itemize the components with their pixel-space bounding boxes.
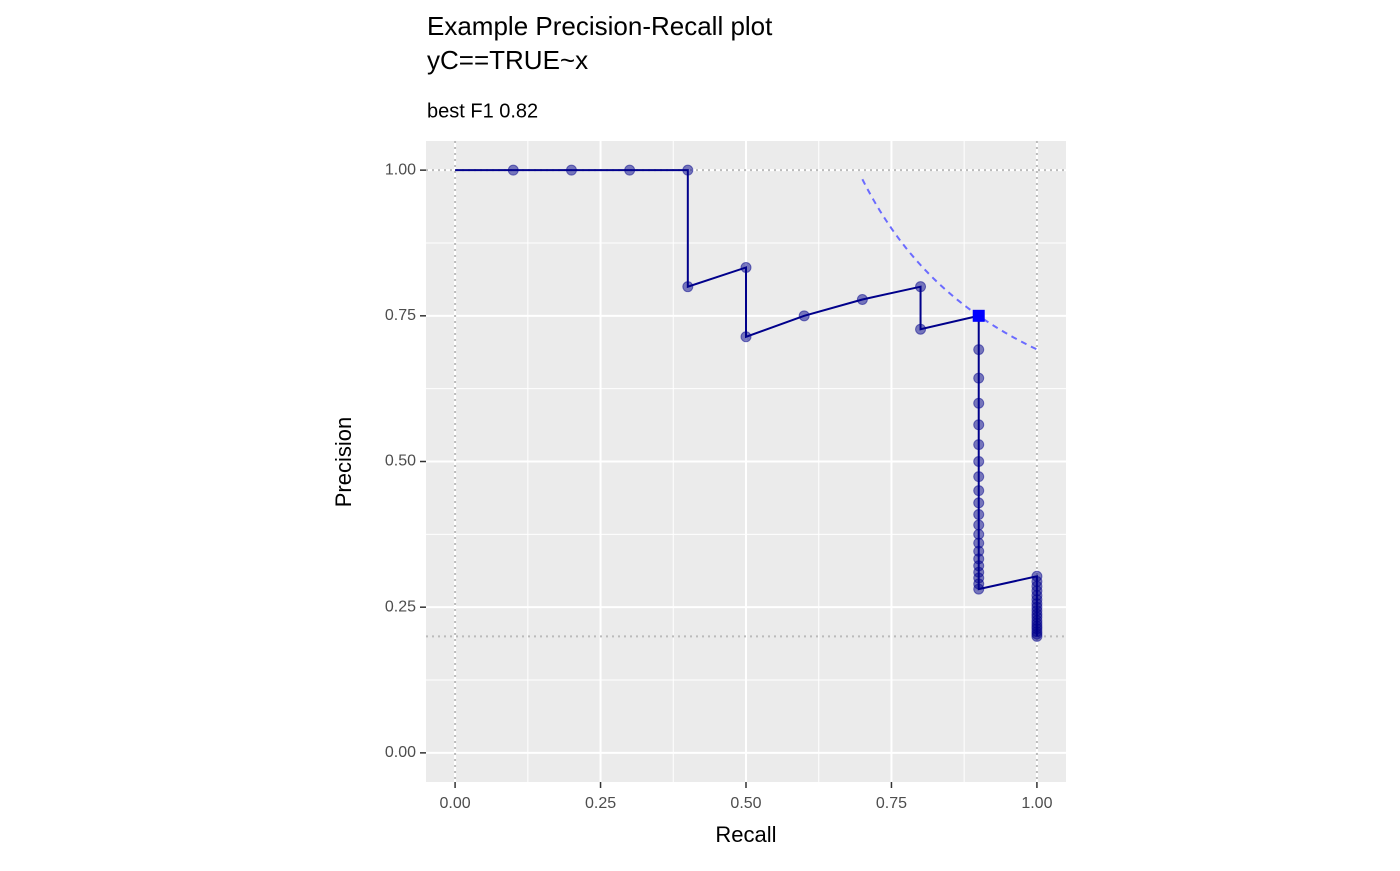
- chart-title-line2: yC==TRUE~x: [427, 45, 588, 75]
- x-tick-label: 1.00: [1021, 795, 1052, 812]
- point: [973, 419, 985, 431]
- point: [973, 372, 985, 384]
- chart-subtitle: best F1 0.82: [427, 100, 538, 122]
- point: [740, 261, 752, 273]
- x-tick-label: 0.50: [730, 795, 761, 812]
- best-point: [972, 309, 985, 322]
- point: [856, 294, 868, 306]
- y-tick-label: 0.50: [385, 453, 416, 470]
- point: [740, 331, 752, 343]
- x-tick-label: 0.75: [876, 795, 907, 812]
- point: [973, 519, 985, 531]
- point: [915, 323, 927, 335]
- point: [507, 164, 519, 176]
- point: [915, 281, 927, 293]
- x-axis-label: Recall: [715, 822, 776, 847]
- point: [973, 344, 985, 356]
- point: [973, 471, 985, 483]
- point: [565, 164, 577, 176]
- y-tick-label: 0.75: [385, 307, 416, 324]
- point: [973, 509, 985, 521]
- y-tick-label: 1.00: [385, 161, 416, 178]
- x-tick-label: 0.25: [585, 795, 616, 812]
- point: [682, 164, 694, 176]
- y-axis-label: Precision: [331, 417, 356, 507]
- chart-title: Example Precision-Recall plot: [427, 11, 773, 41]
- x-tick-label: 0.00: [440, 795, 471, 812]
- point: [682, 281, 694, 293]
- iso-f1-curve: [861, 178, 1038, 351]
- point: [798, 310, 810, 322]
- point: [973, 456, 985, 467]
- point: [973, 397, 985, 409]
- point: [624, 164, 636, 176]
- y-tick-label: 0.00: [385, 744, 416, 761]
- point: [1031, 630, 1043, 642]
- point: [973, 485, 985, 497]
- point: [973, 583, 985, 595]
- y-tick-label: 0.25: [385, 598, 416, 615]
- point: [973, 497, 985, 509]
- point: [973, 439, 985, 451]
